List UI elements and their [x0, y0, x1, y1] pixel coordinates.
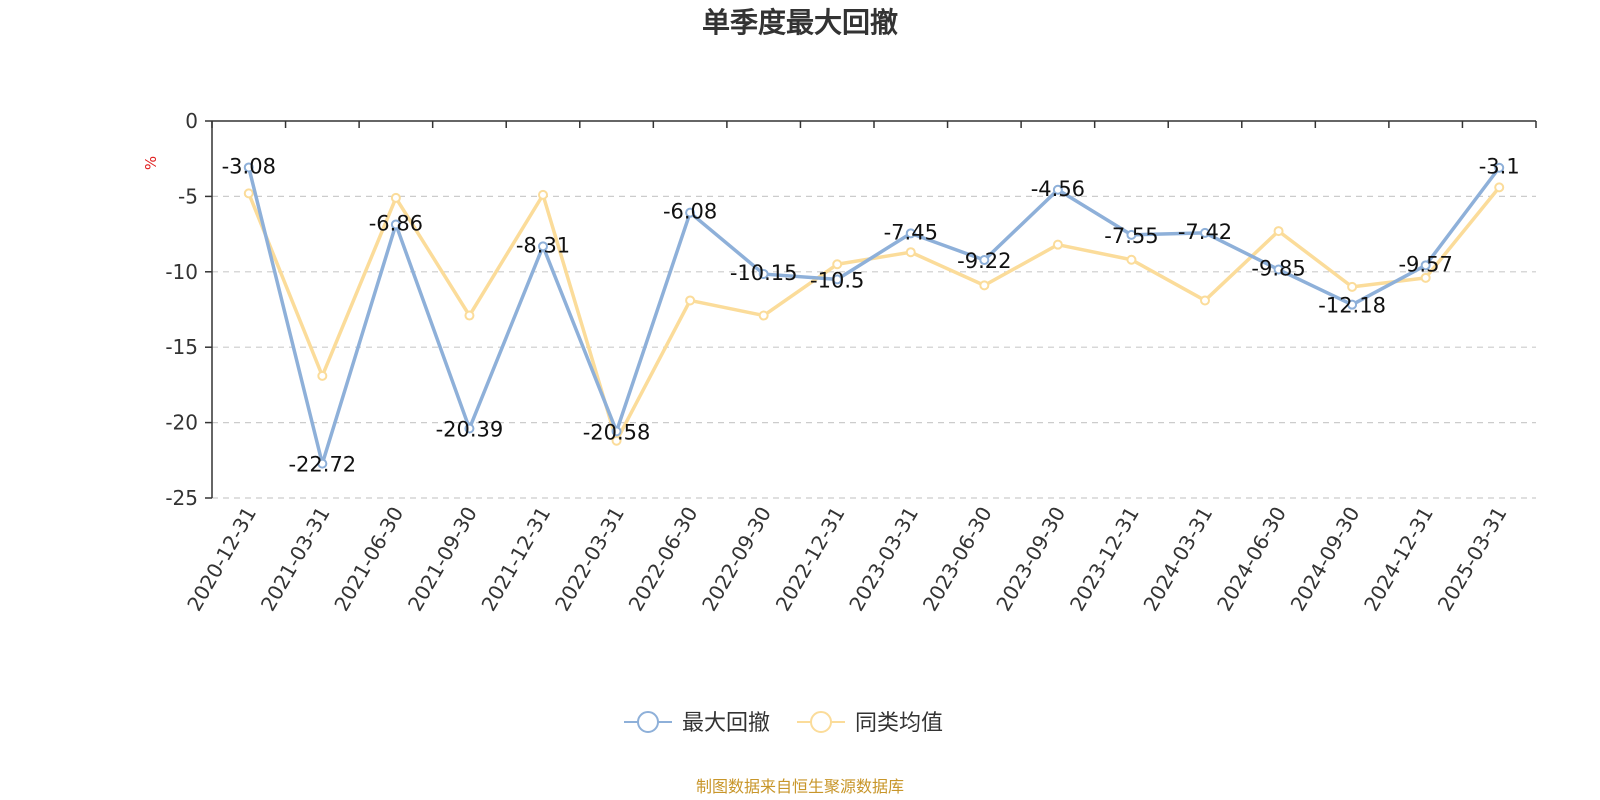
data-label: -9.22: [957, 249, 1011, 273]
y-tick-label: -5: [178, 184, 198, 208]
legend: 最大回撤 同类均值: [624, 711, 943, 736]
x-tick-label: 2025-03-31: [1433, 503, 1512, 616]
data-label: -4.56: [1031, 177, 1085, 201]
data-label: -7.55: [1104, 224, 1158, 248]
series: [243, 162, 1505, 469]
data-point: [1347, 281, 1358, 292]
data-label: -10.5: [810, 268, 864, 292]
data-point: [979, 255, 990, 266]
data-point: [685, 207, 696, 218]
legend-swatch-marker: [810, 711, 832, 733]
data-point: [1052, 184, 1063, 195]
data-point: [832, 274, 843, 285]
x-tick-label: 2022-06-30: [624, 503, 703, 616]
data-label: -7.42: [1178, 220, 1232, 244]
x-tick-label: 2024-09-30: [1286, 503, 1365, 616]
data-label: -12.18: [1318, 294, 1386, 318]
data-point: [317, 370, 328, 381]
legend-swatch-marker: [637, 711, 659, 733]
x-tick-label: 2023-03-31: [844, 503, 923, 616]
grid: [212, 195, 1536, 499]
x-tick-label: 2021-09-30: [403, 503, 482, 616]
data-point: [1200, 227, 1210, 238]
legend-label[interactable]: 最大回撤: [682, 711, 770, 736]
axes: 0-5-10-15-20-252020-12-312021-03-312021-…: [165, 109, 1537, 616]
y-tick-label: -20: [165, 411, 198, 435]
data-label: -8.31: [516, 233, 570, 257]
data-label: -9.85: [1251, 257, 1305, 281]
data-point: [905, 228, 916, 239]
data-point: [1420, 260, 1431, 271]
chart-title: 单季度最大回撤: [702, 6, 898, 39]
data-label: -3.1: [1479, 155, 1520, 179]
data-point: [317, 458, 328, 469]
data-point: [464, 423, 475, 434]
data-label: -20.58: [583, 420, 651, 444]
data-point: [464, 310, 475, 321]
y-tick-label: -15: [165, 335, 198, 359]
x-tick-label: 2024-12-31: [1359, 503, 1438, 616]
data-point: [390, 192, 401, 203]
data-point: [611, 426, 622, 437]
data-point: [905, 247, 916, 258]
data-point: [1494, 162, 1505, 173]
x-tick-label: 2021-03-31: [256, 503, 335, 616]
data-point: [390, 219, 401, 230]
data-label: -7.45: [884, 220, 938, 244]
x-tick-label: 2023-06-30: [918, 503, 997, 616]
data-point: [1494, 182, 1505, 193]
data-point: [1273, 226, 1284, 237]
data-point: [1420, 272, 1431, 283]
data-labels: -3.08 -22.72 -6.86 -20.39 -8.31 -20.58 -6.08 -1…: [222, 154, 1520, 476]
x-tick-label: 2023-12-31: [1065, 503, 1144, 616]
x-tick-label: 2024-06-30: [1212, 503, 1291, 616]
series-line: [247, 186, 1501, 443]
data-point: [758, 310, 769, 321]
data-label: -22.72: [288, 453, 356, 477]
data-point: [1347, 299, 1358, 310]
y-axis-unit: %: [142, 156, 160, 170]
x-tick-label: 2024-03-31: [1138, 503, 1217, 616]
x-tick-label: 2022-12-31: [771, 503, 850, 616]
data-label: -6.08: [663, 200, 717, 224]
data-point: [243, 162, 254, 173]
data-point: [979, 280, 990, 291]
y-tick-label: 0: [185, 109, 198, 133]
data-label: -9.57: [1398, 252, 1452, 276]
x-tick-label: 2023-09-30: [991, 503, 1070, 616]
x-tick-label: 2022-03-31: [550, 503, 629, 616]
data-label: -10.15: [730, 261, 798, 285]
y-tick-label: -10: [165, 260, 198, 284]
data-point: [611, 435, 622, 446]
data-point: [1126, 229, 1137, 240]
data-point: [685, 295, 696, 306]
data-label: -20.39: [436, 417, 504, 441]
data-point: [758, 269, 769, 280]
x-tick-label: 2020-12-31: [182, 503, 261, 616]
data-point: [1273, 264, 1284, 275]
data-point: [1200, 295, 1210, 306]
x-tick-label: 2021-06-30: [329, 503, 408, 616]
x-tick-label: 2021-12-31: [476, 503, 555, 616]
data-label: -3.08: [222, 154, 276, 178]
data-point: [1052, 239, 1063, 250]
data-label: -6.86: [369, 211, 423, 235]
source-note: 制图数据来自恒生聚源数据库: [696, 777, 904, 796]
data-point: [832, 259, 843, 270]
data-point: [243, 188, 254, 199]
data-point: [538, 241, 548, 252]
data-point: [538, 189, 548, 200]
x-tick-label: 2022-09-30: [697, 503, 776, 616]
legend-label[interactable]: 同类均值: [855, 711, 943, 736]
data-point: [1126, 254, 1137, 265]
y-tick-label: -25: [165, 486, 198, 510]
series-line: [247, 166, 1501, 466]
